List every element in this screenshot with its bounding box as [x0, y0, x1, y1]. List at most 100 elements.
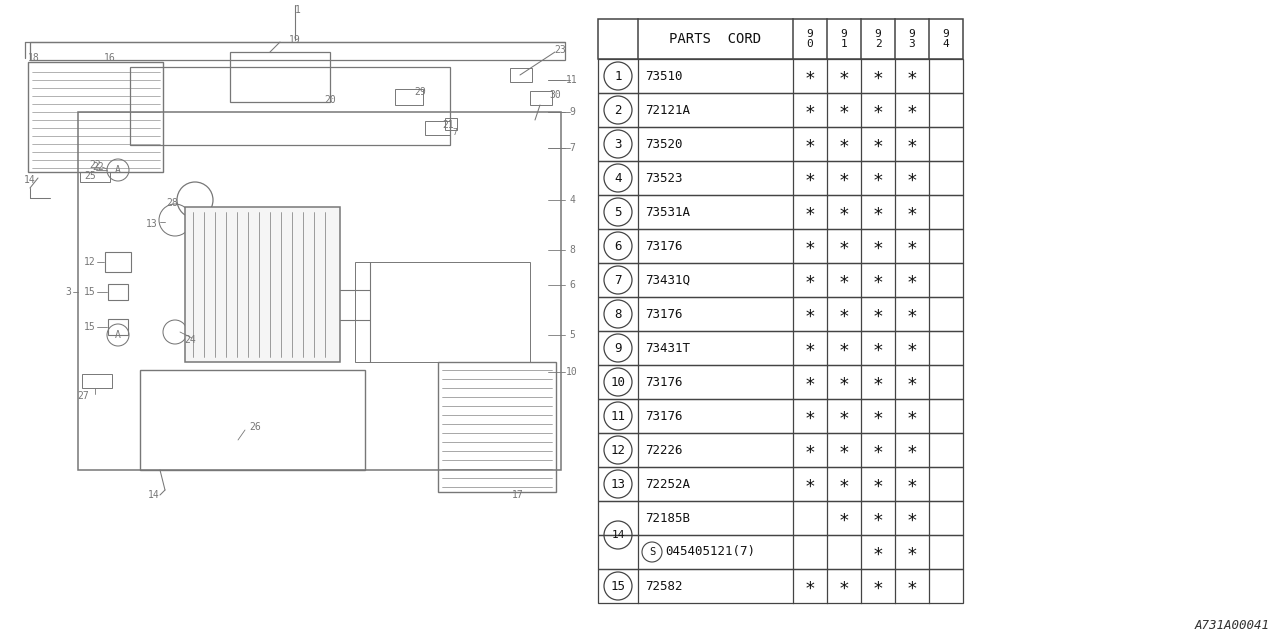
Text: 72121A: 72121A [645, 104, 690, 116]
Text: ∗: ∗ [906, 271, 918, 289]
Text: 8: 8 [570, 245, 575, 255]
Bar [598, 535, 963, 569]
Text: ∗: ∗ [906, 101, 918, 119]
Text: 29: 29 [415, 87, 426, 97]
Text: 23: 23 [554, 45, 566, 55]
Text: 14: 14 [148, 490, 160, 500]
Text: 27: 27 [77, 391, 88, 401]
Text: ∗: ∗ [805, 339, 815, 357]
Text: ∗: ∗ [873, 101, 883, 119]
Text: 11: 11 [611, 410, 626, 422]
Text: 1: 1 [296, 5, 301, 15]
Text: ∗: ∗ [805, 305, 815, 323]
Text: 22: 22 [92, 162, 104, 172]
Text: 6: 6 [614, 239, 622, 253]
Bar [530, 91, 552, 105]
Text: 72582: 72582 [645, 579, 682, 593]
Text: A: A [115, 330, 120, 340]
Text: 9
0: 9 0 [806, 29, 813, 49]
Text: ∗: ∗ [873, 67, 883, 85]
Text: ∗: ∗ [906, 67, 918, 85]
Bar [598, 433, 963, 467]
Text: 7: 7 [453, 127, 457, 136]
Text: ∗: ∗ [906, 407, 918, 425]
Text: 73176: 73176 [645, 307, 682, 321]
Text: ∗: ∗ [873, 271, 883, 289]
Bar [598, 331, 963, 365]
Text: 045405121(7): 045405121(7) [666, 545, 755, 559]
Text: ∗: ∗ [873, 441, 883, 459]
Text: ∗: ∗ [873, 339, 883, 357]
Text: ∗: ∗ [805, 101, 815, 119]
Text: 3: 3 [614, 138, 622, 150]
Bar [598, 195, 963, 229]
Text: ∗: ∗ [873, 169, 883, 187]
Text: ∗: ∗ [873, 577, 883, 595]
Text: ∗: ∗ [838, 271, 850, 289]
Text: 5: 5 [570, 330, 575, 340]
Text: ∗: ∗ [805, 577, 815, 595]
Text: ∗: ∗ [838, 475, 850, 493]
Text: ∗: ∗ [838, 101, 850, 119]
Bar [105, 252, 131, 272]
Text: 4: 4 [570, 195, 575, 205]
Text: ∗: ∗ [838, 407, 850, 425]
Bar [396, 89, 422, 105]
Text: 21: 21 [442, 120, 454, 130]
Text: ∗: ∗ [838, 373, 850, 391]
Text: 12: 12 [84, 257, 96, 267]
Text: ∗: ∗ [805, 475, 815, 493]
Bar [598, 229, 963, 263]
Text: 7: 7 [614, 273, 622, 287]
Text: 15: 15 [611, 579, 626, 593]
Text: A: A [115, 165, 120, 175]
Text: 9
3: 9 3 [909, 29, 915, 49]
Bar [598, 501, 963, 535]
Text: 22: 22 [90, 160, 101, 170]
Text: ∗: ∗ [906, 237, 918, 255]
Text: 14: 14 [612, 530, 625, 540]
Text: 4: 4 [614, 172, 622, 184]
Text: 10: 10 [611, 376, 626, 388]
Text: ∗: ∗ [873, 237, 883, 255]
Text: ∗: ∗ [805, 271, 815, 289]
Text: ∗: ∗ [838, 441, 850, 459]
Bar [355, 262, 530, 362]
Bar [230, 52, 330, 102]
Bar [509, 68, 532, 82]
Text: ∗: ∗ [805, 237, 815, 255]
Text: ∗: ∗ [805, 441, 815, 459]
Text: ∗: ∗ [906, 543, 918, 561]
Text: 10: 10 [566, 367, 577, 377]
Text: ∗: ∗ [873, 509, 883, 527]
Text: ∗: ∗ [805, 135, 815, 153]
Text: ∗: ∗ [906, 305, 918, 323]
Text: 8: 8 [614, 307, 622, 321]
Text: 73176: 73176 [645, 410, 682, 422]
Bar [598, 365, 963, 399]
Bar [78, 112, 561, 470]
Text: 20: 20 [324, 95, 335, 105]
Text: ∗: ∗ [838, 237, 850, 255]
Text: 24: 24 [184, 335, 196, 345]
Text: ∗: ∗ [906, 509, 918, 527]
Text: ∗: ∗ [873, 407, 883, 425]
Text: 15: 15 [84, 287, 96, 297]
Text: ∗: ∗ [906, 169, 918, 187]
Text: ∗: ∗ [873, 373, 883, 391]
Text: ∗: ∗ [906, 203, 918, 221]
Text: 9
2: 9 2 [874, 29, 882, 49]
Text: 19: 19 [289, 35, 301, 45]
Text: ∗: ∗ [906, 339, 918, 357]
Text: 3: 3 [65, 287, 70, 297]
Bar [598, 399, 963, 433]
Bar [445, 118, 457, 130]
Text: A731A00041: A731A00041 [1196, 619, 1270, 632]
Text: ∗: ∗ [873, 135, 883, 153]
Bar [28, 62, 163, 172]
Text: ∗: ∗ [906, 475, 918, 493]
Bar [598, 263, 963, 297]
Text: 17: 17 [512, 490, 524, 500]
Text: 73431Q: 73431Q [645, 273, 690, 287]
Text: ∗: ∗ [838, 509, 850, 527]
